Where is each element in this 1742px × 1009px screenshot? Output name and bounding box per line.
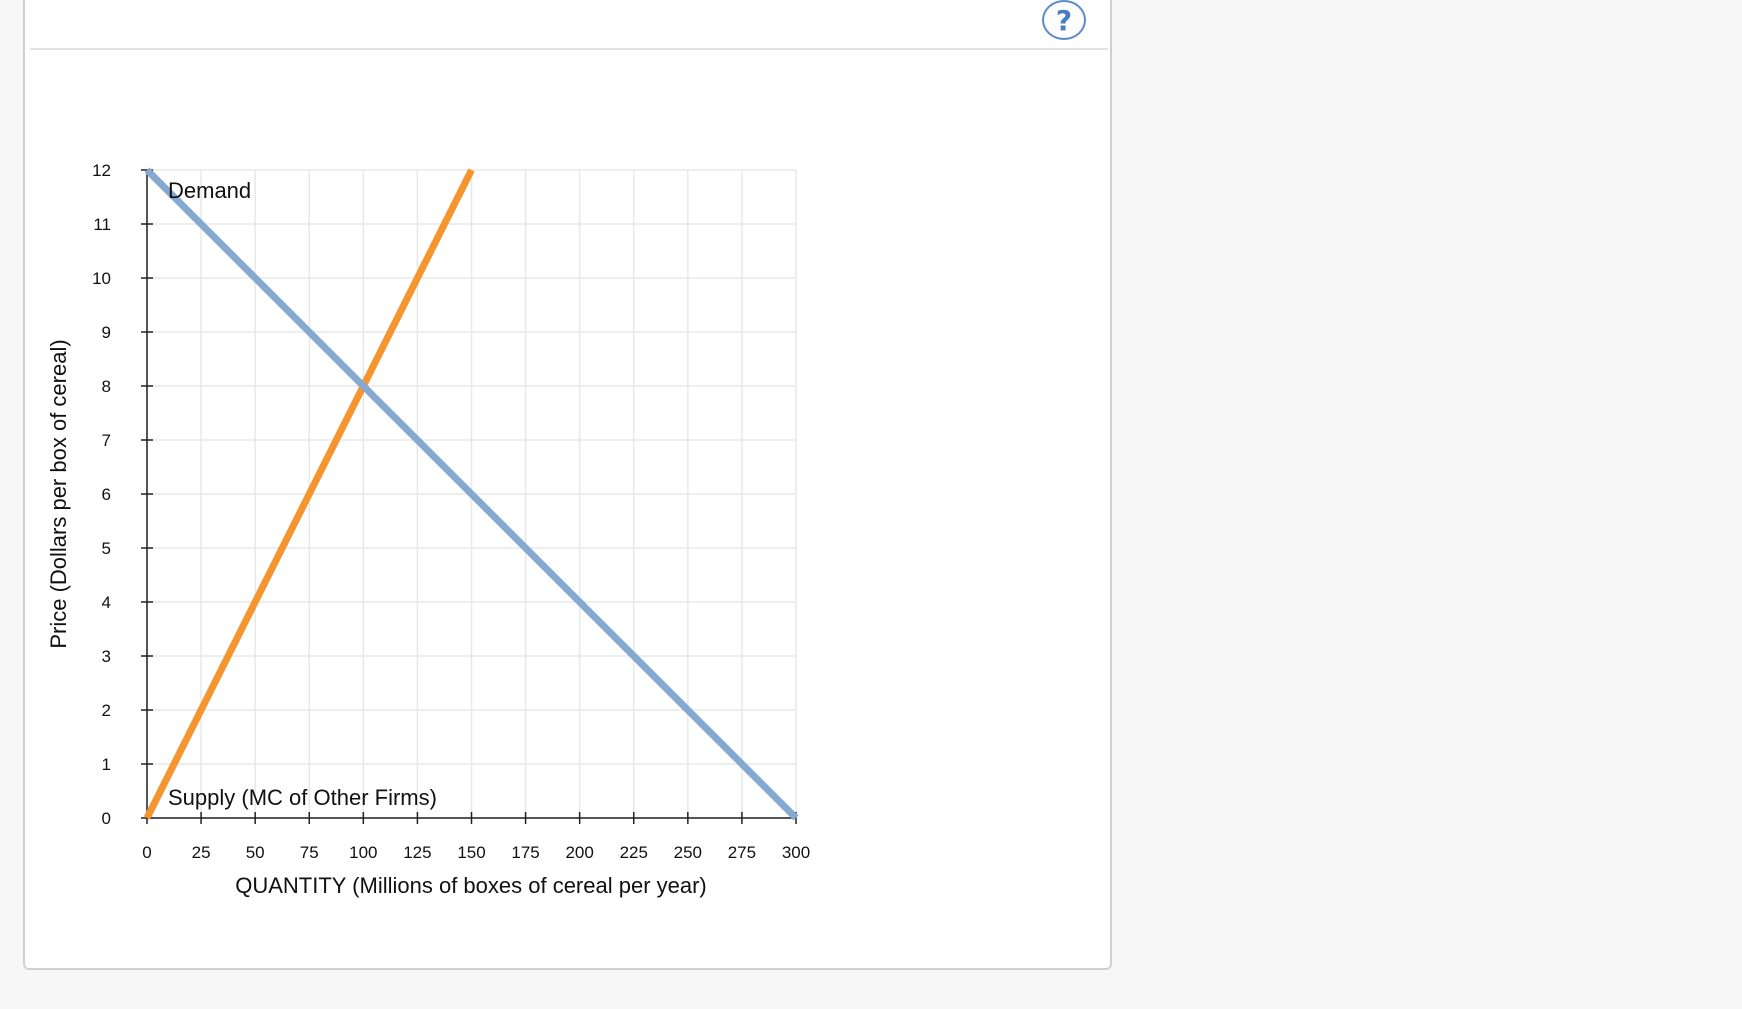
y-tick-label: 2: [102, 701, 111, 720]
y-tick-label: 1: [102, 755, 111, 774]
x-tick-label: 275: [728, 843, 756, 862]
supply-label: Supply (MC of Other Firms): [168, 785, 437, 810]
y-tick-label: 6: [102, 485, 111, 504]
y-tick-label: 0: [102, 809, 111, 828]
x-tick-label: 300: [782, 843, 810, 862]
x-tick-label: 50: [246, 843, 265, 862]
x-tick-label: 225: [620, 843, 648, 862]
y-tick-label: 7: [102, 431, 111, 450]
demand-label: Demand: [168, 178, 251, 203]
y-tick-label: 9: [102, 323, 111, 342]
y-tick-label: 8: [102, 377, 111, 396]
x-tick-label: 200: [565, 843, 593, 862]
x-tick-label: 75: [300, 843, 319, 862]
x-tick-label: 150: [457, 843, 485, 862]
y-tick-label: 3: [102, 647, 111, 666]
header-divider: [30, 48, 1108, 50]
demand-curve: [144, 167, 799, 821]
y-tick-label: 5: [102, 539, 111, 558]
help-circle-icon: ?: [1055, 4, 1073, 37]
x-tick-label: 100: [349, 843, 377, 862]
y-tick-label: 11: [93, 215, 111, 234]
x-axis-title: QUANTITY (Millions of boxes of cereal pe…: [235, 873, 707, 898]
question-panel: [23, 0, 1112, 970]
y-axis-title: Price (Dollars per box of cereal): [46, 339, 71, 648]
y-tick-label: 4: [102, 593, 111, 612]
x-tick-label: 25: [192, 843, 211, 862]
y-tick-label: 10: [92, 269, 111, 288]
y-tick-label: 12: [92, 161, 111, 180]
x-tick-label: 0: [142, 843, 151, 862]
x-tick-label: 175: [511, 843, 539, 862]
help-button[interactable]: ?: [1042, 0, 1086, 40]
x-tick-label: 250: [674, 843, 702, 862]
supply-curve: [143, 168, 475, 820]
x-tick-label: 125: [403, 843, 431, 862]
